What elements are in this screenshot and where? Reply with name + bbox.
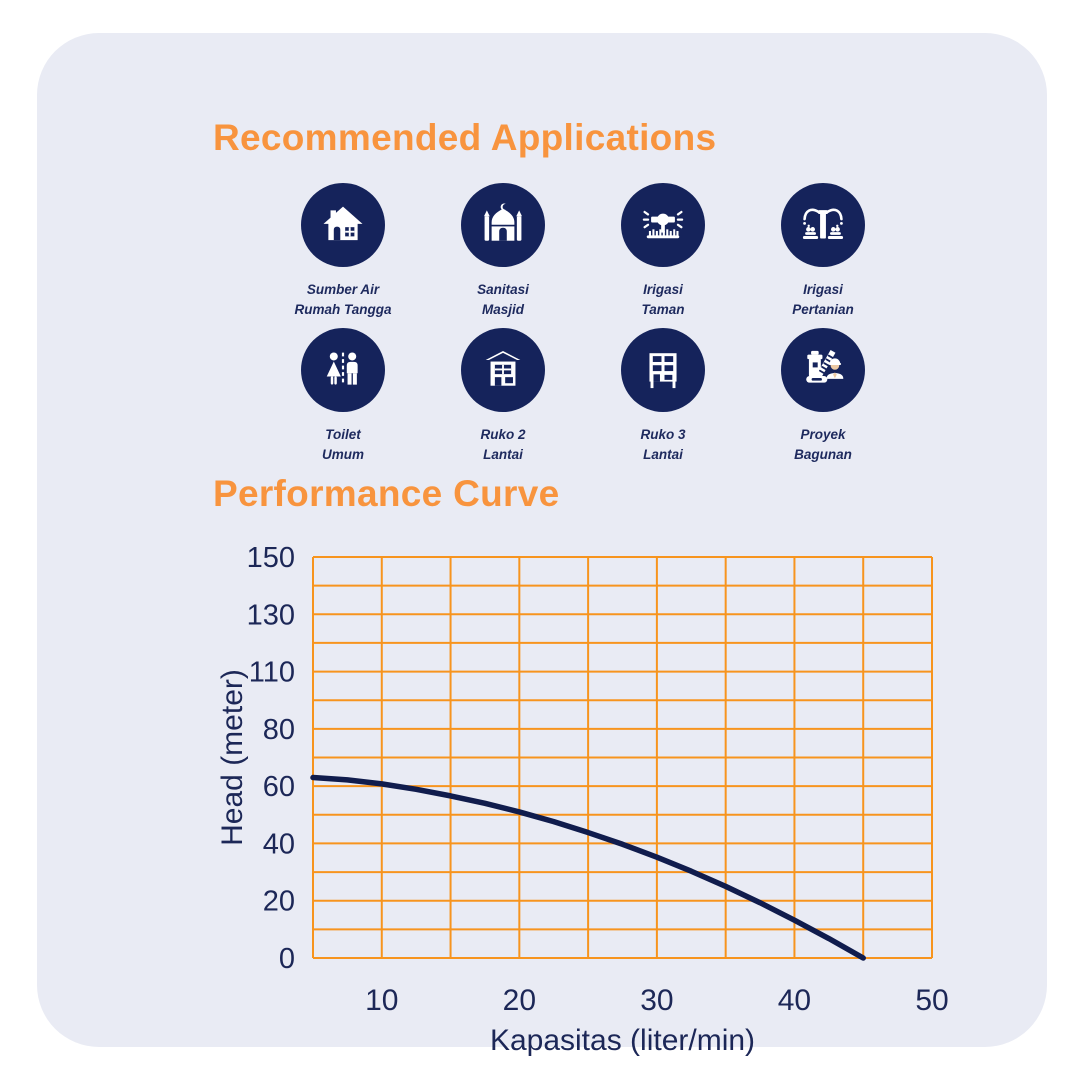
sprinkler-icon [621, 183, 705, 267]
application-label: Toilet Umum [321, 427, 364, 462]
mosque-icon [461, 183, 545, 267]
y-tick-label: 0 [279, 943, 295, 975]
y-tick-label: 20 [263, 886, 295, 918]
application-item: Proyek Bagunan [743, 328, 903, 473]
performance-chart-svg: 150 130 110 80 60 40 20 0 10 20 30 40 50 Head (meter)… [216, 542, 949, 1057]
application-label: Proyek Bagunan [794, 427, 852, 462]
applications-grid: Sumber Air Rumah Tangga Sanitasi Masjid [263, 183, 903, 473]
y-tick-label: 60 [263, 771, 295, 803]
performance-chart: 150 130 110 80 60 40 20 0 10 20 30 40 50 Head (meter)… [207, 538, 967, 1080]
y-tick-label: 110 [249, 657, 295, 689]
construction-icon [781, 328, 865, 412]
building-2-icon [461, 328, 545, 412]
performance-curve-line [310, 774, 866, 961]
performance-title: Performance Curve [213, 473, 560, 514]
application-label: Irigasi Pertanian [792, 282, 854, 317]
y-tick-label: 80 [263, 714, 295, 746]
x-axis-title: Kapasitas (liter/min) [490, 1024, 755, 1057]
house-icon [301, 183, 385, 267]
application-item: Sumber Air Rumah Tangga [263, 183, 423, 328]
y-tick-label: 130 [247, 599, 295, 631]
y-axis-title: Head (meter) [216, 669, 249, 846]
x-tick-label: 10 [365, 984, 398, 1017]
irrigation-icon [781, 183, 865, 267]
application-label: Ruko 3 Lantai [640, 427, 686, 462]
x-tick-label: 30 [640, 984, 673, 1017]
application-label: Ruko 2 Lantai [480, 427, 526, 462]
chart-grid [312, 556, 933, 959]
application-label: Irigasi Taman [641, 282, 685, 317]
application-item: Sanitasi Masjid [423, 183, 583, 328]
applications-title: Recommended Applications [213, 117, 717, 158]
restroom-icon [301, 328, 385, 412]
application-item: Toilet Umum [263, 328, 423, 473]
building-3-icon [621, 328, 705, 412]
application-item: Ruko 3 Lantai [583, 328, 743, 473]
application-item: Irigasi Pertanian [743, 183, 903, 328]
content-card: Recommended Applications Sumber Air Rumah… [37, 33, 1047, 1057]
application-item: Ruko 2 Lantai [423, 328, 583, 473]
y-tick-label: 40 [263, 828, 295, 860]
y-tick-label: 150 [247, 542, 295, 574]
application-label: Sumber Air Rumah Tangga [294, 282, 392, 317]
application-item: Irigasi Taman [583, 183, 743, 328]
x-tick-label: 20 [503, 984, 536, 1017]
application-label: Sanitasi Masjid [477, 282, 529, 317]
x-tick-label: 50 [915, 984, 948, 1017]
x-tick-label: 40 [778, 984, 811, 1017]
